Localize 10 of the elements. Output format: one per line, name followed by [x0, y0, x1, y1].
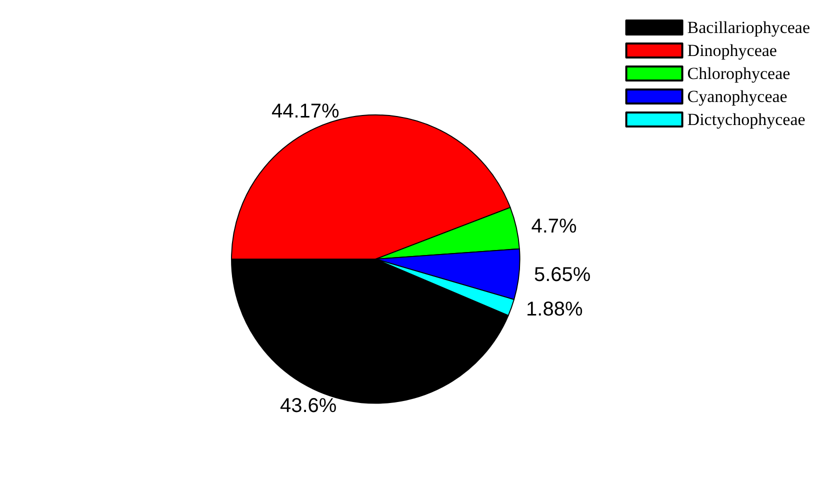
legend-label: Chlorophyceae [687, 64, 790, 83]
legend-label: Dinophyceae [687, 41, 777, 60]
legend-label: Dictychophyceae [687, 110, 806, 129]
data-label: 5.65% [534, 264, 591, 286]
legend-label: Cyanophyceae [687, 87, 788, 106]
data-label: 44.17% [271, 100, 340, 122]
data-label: 4.7% [531, 216, 578, 238]
legend-label: Bacillariophyceae [687, 18, 810, 37]
data-label: 43.6% [280, 395, 337, 418]
data-label: 1.88% [526, 298, 583, 321]
